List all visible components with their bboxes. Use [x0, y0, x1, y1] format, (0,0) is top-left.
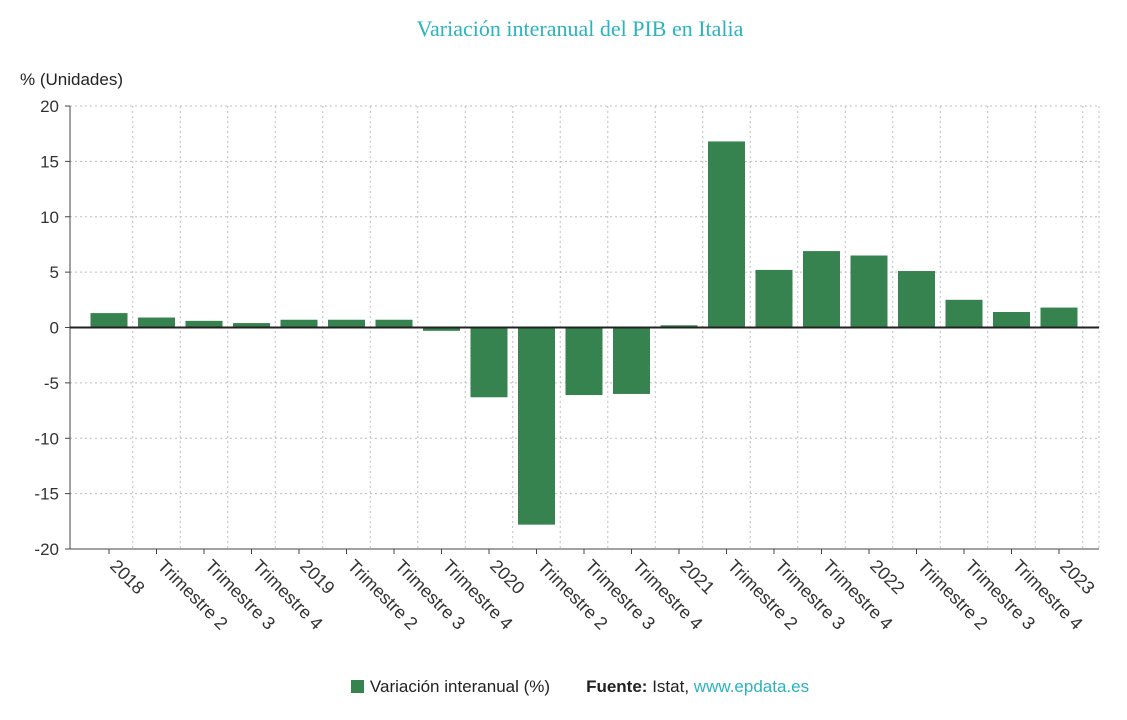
legend-series-label: Variación interanual (%): [369, 677, 551, 696]
bar: [993, 311, 1030, 328]
y-tick-label: -20: [34, 540, 59, 559]
legend-swatch: [350, 680, 364, 693]
y-axis-label: % (Unidades): [20, 70, 123, 89]
bar: [280, 319, 318, 328]
bar: [90, 313, 128, 328]
bar: [185, 320, 223, 328]
bar: [613, 327, 650, 394]
x-tick-label: 2022: [866, 556, 908, 598]
bar: [1040, 307, 1078, 328]
x-tick-label: 2018: [106, 556, 148, 598]
bar: [470, 327, 508, 398]
x-tick-label: 2021: [676, 556, 718, 598]
bar: [755, 269, 793, 328]
bar: [850, 255, 888, 328]
y-tick-label: -15: [34, 485, 59, 504]
bar: [375, 319, 413, 328]
y-tick-label: 5: [50, 263, 59, 282]
y-tick-label: 0: [50, 319, 59, 338]
source-label: Fuente:: [586, 677, 648, 696]
y-tick-label: 15: [40, 152, 59, 171]
y-tick-label: 10: [40, 208, 59, 227]
y-tick-label: -10: [34, 429, 59, 448]
bar: [898, 271, 935, 328]
bar: [138, 317, 175, 328]
legend: Variación interanual (%) Fuente: Istat, w…: [0, 677, 1127, 697]
bar: [945, 299, 983, 328]
bar: [660, 325, 698, 328]
bar: [803, 251, 840, 328]
bar: [565, 327, 603, 396]
x-tick-label: 2019: [296, 556, 338, 598]
x-tick-label: 2023: [1056, 556, 1098, 598]
bar: [233, 323, 270, 328]
bar: [518, 327, 555, 525]
bar: [423, 327, 460, 331]
bar: [328, 319, 365, 328]
y-tick-label: -5: [44, 374, 59, 393]
source-link[interactable]: www.epdata.es: [693, 677, 810, 696]
source-name: Istat,: [652, 677, 690, 696]
y-tick-label: 20: [40, 97, 59, 116]
chart-title: Variación interanual del PIB en Italia: [416, 16, 744, 41]
x-tick-label: 2020: [486, 556, 528, 598]
bar: [708, 141, 745, 328]
